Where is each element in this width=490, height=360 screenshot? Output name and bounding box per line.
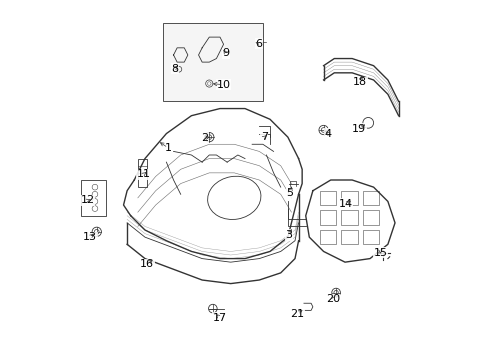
Text: 14: 14	[339, 199, 353, 209]
Text: 6: 6	[255, 39, 262, 49]
Bar	[363, 230, 379, 244]
Text: 1: 1	[165, 143, 172, 153]
Bar	[138, 158, 147, 187]
Bar	[342, 230, 358, 244]
Text: 5: 5	[287, 188, 294, 198]
Bar	[163, 23, 263, 102]
Text: 13: 13	[83, 232, 97, 242]
Text: 9: 9	[222, 48, 229, 58]
Bar	[81, 180, 106, 216]
Bar	[342, 210, 358, 225]
Text: 17: 17	[213, 313, 227, 323]
Text: 8: 8	[171, 64, 178, 73]
Text: 19: 19	[352, 123, 367, 134]
Text: 20: 20	[326, 294, 340, 304]
Text: 10: 10	[217, 80, 231, 90]
Bar	[320, 230, 336, 244]
Bar	[363, 191, 379, 205]
Text: 11: 11	[137, 169, 150, 179]
Bar	[320, 191, 336, 205]
Bar	[363, 210, 379, 225]
Bar	[320, 210, 336, 225]
Text: 16: 16	[140, 259, 154, 269]
Text: 2: 2	[201, 133, 208, 143]
Text: 3: 3	[286, 230, 293, 240]
Text: 12: 12	[81, 195, 95, 205]
Text: 15: 15	[374, 248, 388, 258]
Text: 21: 21	[290, 309, 304, 319]
Bar	[342, 191, 358, 205]
Text: 4: 4	[325, 129, 332, 139]
Text: 7: 7	[261, 132, 268, 142]
Text: 18: 18	[353, 77, 368, 87]
